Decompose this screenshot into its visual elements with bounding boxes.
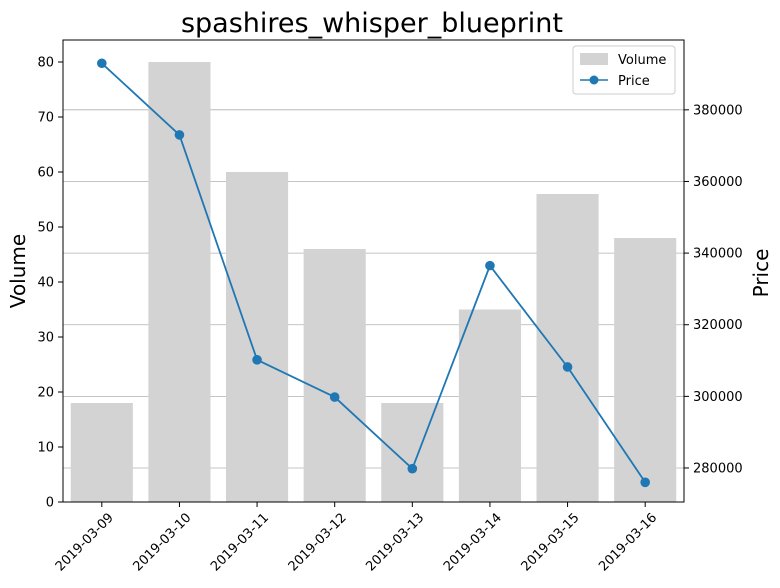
x-tick-label: 2019-03-09 — [53, 510, 117, 574]
volume-bars — [70, 62, 677, 502]
x-tick-label: 2019-03-13 — [363, 510, 427, 574]
left-tick-label: 60 — [37, 166, 54, 181]
volume-bar — [458, 309, 521, 502]
x-axis-ticks: 2019-03-09 2019-03-10 2019-03-11 2019-03-12… — [53, 502, 660, 574]
legend-volume-label: Volume — [618, 53, 666, 68]
price-point — [97, 58, 107, 69]
plot-frame — [62, 39, 685, 503]
price-point — [407, 463, 418, 474]
right-tick-label: 280000 — [693, 461, 743, 476]
volume-bar — [381, 403, 444, 502]
left-tick-label: 0 — [46, 496, 54, 511]
price-point — [252, 355, 262, 365]
volume-bar — [148, 62, 211, 502]
left-tick-label: 50 — [37, 221, 54, 236]
left-tick-label: 10 — [37, 441, 54, 456]
left-tick-label: 40 — [37, 276, 54, 291]
right-tick-label: 380000 — [693, 103, 743, 118]
left-tick-label: 20 — [37, 386, 54, 401]
legend: Volume Price — [572, 45, 676, 95]
legend-volume-swatch — [580, 53, 608, 65]
x-tick-label: 2019-03-16 — [596, 510, 660, 574]
volume-bar — [614, 238, 677, 502]
left-tick-label: 70 — [37, 111, 54, 126]
price-line — [97, 58, 650, 488]
x-tick-label: 2019-03-15 — [519, 510, 583, 574]
volume-bar — [303, 249, 366, 502]
legend-price-marker — [589, 75, 599, 85]
volume-bar — [536, 194, 599, 502]
price-point — [329, 392, 340, 402]
x-tick-label: 2019-03-12 — [286, 510, 350, 574]
price-point — [640, 477, 650, 488]
x-tick-label: 2019-03-11 — [208, 510, 272, 574]
right-tick-label: 320000 — [693, 318, 743, 333]
right-tick-label: 340000 — [693, 247, 743, 262]
right-axis-ticks: 280000 300000 320000 340000 360000 380000 — [684, 103, 743, 476]
price-series-line — [101, 62, 646, 483]
right-tick-label: 300000 — [693, 390, 743, 405]
x-tick-label: 2019-03-14 — [441, 510, 505, 574]
left-tick-label: 30 — [37, 331, 54, 346]
price-point — [174, 130, 185, 140]
price-point — [562, 362, 573, 372]
left-tick-label: 80 — [37, 56, 54, 71]
x-tick-label: 2019-03-10 — [130, 510, 194, 574]
left-axis-label: Volume — [6, 234, 30, 308]
chart-title: spashires_whisper_blueprint — [181, 8, 563, 39]
volume-bar — [226, 172, 289, 502]
right-tick-label: 360000 — [693, 175, 743, 190]
volume-bar — [70, 403, 133, 502]
legend-price-label: Price — [618, 74, 650, 89]
left-axis-ticks: 0 10 20 30 40 50 60 70 80 — [37, 56, 63, 511]
price-point — [485, 260, 495, 271]
right-axis-label: Price — [749, 249, 773, 298]
